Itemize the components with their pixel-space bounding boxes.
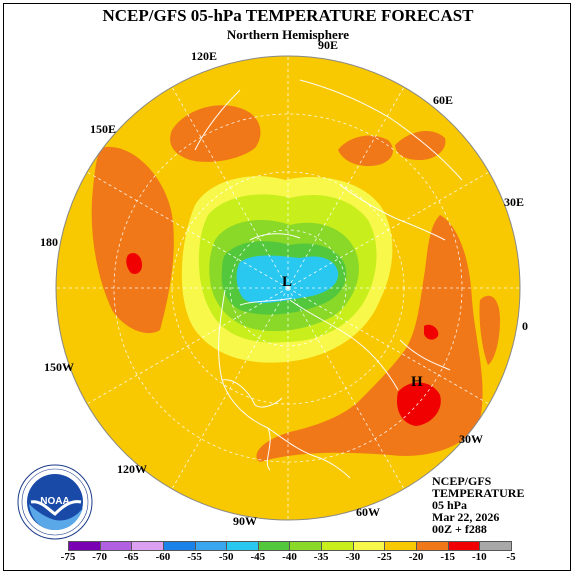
colorbar-tick-label: -25 [377, 551, 392, 563]
info-field: TEMPERATURE [432, 486, 525, 500]
noaa-logo: NOAA [17, 464, 93, 540]
warm-region-arctic-rim [479, 295, 500, 365]
page-title: NCEP/GFS 05-hPa TEMPERATURE FORECAST [102, 6, 474, 25]
lon-label-30w: 30W [459, 432, 483, 446]
lon-label-120e: 120E [191, 49, 218, 63]
lon-label-150w: 150W [44, 360, 74, 374]
colorbar-swatch [289, 541, 323, 551]
lon-label-60w: 60W [356, 505, 380, 519]
high-marker: H [411, 374, 423, 390]
info-level: 05 hPa [432, 498, 468, 512]
vortex-cold-core [236, 255, 339, 304]
warm-region-siberia [338, 135, 393, 167]
hot-core-europe [424, 324, 439, 340]
colorbar-tick-label: -10 [472, 551, 487, 563]
colorbar-swatch [352, 541, 386, 551]
lon-label-150e: 150E [90, 122, 117, 136]
warm-region-urals [395, 130, 446, 160]
colorbar-labels: -75 -70 -65 -60 -55 -50 -45 -40 -35 -30 -25 -20 -15 -… [60, 551, 520, 565]
colorbar [68, 541, 512, 551]
colorbar-swatch [99, 541, 133, 551]
colorbar-swatch [447, 541, 481, 551]
colorbar-tick-label: -65 [123, 551, 139, 563]
lon-label-60e: 60E [433, 93, 454, 107]
colorbar-swatch [321, 541, 354, 551]
longitude-gridlines [56, 56, 520, 520]
colorbar-swatch [131, 541, 164, 551]
colorbar-swatch [226, 541, 259, 551]
lon-label-30e: 30E [504, 195, 525, 209]
forecast-info: NCEP/GFS TEMPERATURE 05 hPa Mar 22, 2026… [432, 475, 524, 535]
lon-label-90e: 90E [318, 38, 339, 52]
lon-label-90w: 90W [233, 514, 257, 528]
colorbar-tick-label: -35 [313, 551, 329, 563]
map-boundary [55, 55, 521, 521]
info-date: Mar 22, 2026 [432, 510, 500, 524]
svg-text:NOAA: NOAA [40, 496, 69, 507]
warm-region-asia [170, 105, 261, 162]
colorbar-tick-label: -60 [155, 551, 171, 563]
lon-label-120w: 120W [117, 462, 147, 476]
colorbar-swatch [68, 541, 101, 551]
low-marker: L [282, 274, 293, 290]
info-model: NCEP/GFS [432, 474, 492, 488]
colorbar-tick-label: -5 [506, 551, 516, 563]
info-run: 00Z + f288 [432, 522, 487, 536]
colorbar-swatch [479, 541, 512, 551]
hot-core-atlantic [396, 382, 441, 426]
hot-core-pacific [126, 253, 142, 274]
colorbar-tick-label: -40 [282, 551, 297, 563]
colorbar-tick-label: -55 [187, 551, 202, 563]
chart-frame [3, 3, 571, 571]
colorbar-tick-label: -45 [250, 551, 266, 563]
lon-label-180: 180 [40, 235, 58, 249]
colorbar-tick-label: -30 [345, 551, 361, 563]
page-subtitle: Northern Hemisphere [226, 27, 350, 42]
colorbar-swatch [384, 541, 418, 551]
lon-label-0: 0 [522, 319, 528, 333]
colorbar-tick-label: -20 [408, 551, 424, 563]
warm-region-pacific [91, 146, 174, 334]
colorbar-swatch [162, 541, 196, 551]
colorbar-tick-label: -70 [92, 551, 107, 563]
colorbar-tick-label: -75 [60, 551, 76, 563]
colorbar-swatch [416, 541, 449, 551]
colorbar-tick-label: -15 [440, 551, 456, 563]
coastlines [194, 79, 463, 479]
colorbar-swatch [257, 541, 291, 551]
colorbar-tick-label: -50 [218, 551, 234, 563]
colorbar-swatch [194, 541, 228, 551]
